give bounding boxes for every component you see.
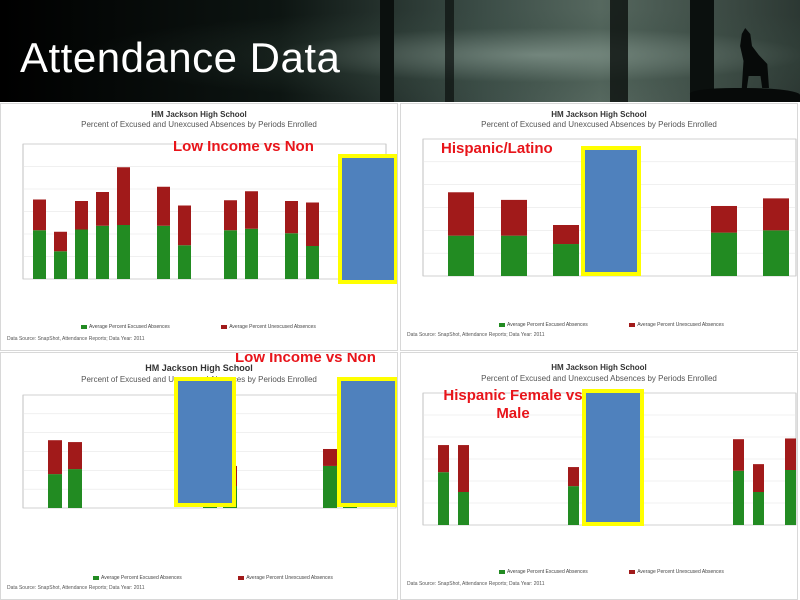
- chart-school-title: HM Jackson High School: [551, 363, 647, 372]
- bar-excused: [501, 235, 527, 276]
- bar-excused: [711, 232, 737, 276]
- bar-unexcused: [117, 167, 130, 225]
- bar-excused: [157, 225, 170, 279]
- bar-unexcused: [323, 448, 337, 466]
- bar-unexcused: [48, 440, 62, 475]
- bar-unexcused: [157, 186, 170, 226]
- chart-subtitle: Percent of Excused and Unexcused Absence…: [481, 120, 717, 129]
- chart-panel-bottom-right: HM Jackson High School Percent of Excuse…: [400, 352, 798, 600]
- chart-panel-top-right: HM Jackson High School Percent of Excuse…: [400, 103, 798, 351]
- forest-tree: [690, 0, 714, 102]
- highlight-box: [581, 146, 641, 276]
- bar-excused: [68, 469, 82, 508]
- bar-excused: [224, 230, 237, 279]
- bar-unexcused: [75, 201, 88, 230]
- chart-school-title: HM Jackson High School: [151, 110, 247, 119]
- bar-unexcused: [448, 192, 474, 236]
- bar-excused: [245, 228, 258, 279]
- bar-unexcused: [68, 442, 82, 470]
- chart-legend: Average Percent Excused Absences Average…: [499, 322, 724, 328]
- legend-item-unexcused: Average Percent Unexcused Absences: [629, 569, 724, 575]
- legend-item-excused: Average Percent Excused Absences: [81, 324, 170, 330]
- legend-item-unexcused: Average Percent Unexcused Absences: [629, 322, 724, 328]
- bar-unexcused: [224, 200, 237, 231]
- chart-subtitle: Percent of Excused and Unexcused Absence…: [481, 374, 717, 383]
- rock-outcrop: [690, 88, 800, 102]
- chart-footnote: Data Source: SnapShot, Attendance Report…: [7, 336, 145, 342]
- page-title: Attendance Data: [20, 34, 341, 81]
- chart-legend: Average Percent Excused Absences Average…: [93, 575, 333, 581]
- legend-item-excused: Average Percent Excused Absences: [93, 575, 182, 581]
- chart-subtitle: Percent of Excused and Unexcused Absence…: [81, 120, 317, 129]
- bar-unexcused: [458, 445, 469, 492]
- chart-footnote: Data Source: SnapShot, Attendance Report…: [407, 581, 545, 587]
- bar-unexcused: [553, 225, 579, 245]
- highlight-box: [174, 377, 236, 507]
- bar-excused: [733, 470, 744, 525]
- bar-excused: [48, 474, 62, 508]
- chart-panel-top-left: HM Jackson High School Percent of Excuse…: [0, 103, 398, 351]
- chart-legend: Average Percent Excused Absences Average…: [81, 324, 316, 330]
- chart-school-title: HM Jackson High School: [551, 110, 647, 119]
- bar-excused: [96, 225, 109, 279]
- bar-excused: [306, 246, 319, 279]
- highlight-label: Hispanic Female vs Male: [443, 387, 583, 422]
- bar-excused: [54, 251, 67, 279]
- bar-unexcused: [178, 205, 191, 246]
- highlight-box: [338, 154, 397, 284]
- highlight-label: Hispanic/Latino: [441, 140, 553, 157]
- highlight-label: Low Income vs Non: [235, 352, 376, 366]
- bar-unexcused: [96, 192, 109, 226]
- bar-excused: [117, 225, 130, 279]
- bar-unexcused: [733, 439, 744, 471]
- bar-unexcused: [33, 199, 46, 231]
- bar-excused: [285, 233, 298, 279]
- bar-excused: [753, 492, 764, 525]
- highlight-box: [337, 377, 397, 507]
- forest-tree: [610, 0, 628, 102]
- bar-unexcused: [568, 467, 579, 487]
- bar-excused: [33, 230, 46, 279]
- bar-unexcused: [245, 191, 258, 229]
- bar-unexcused: [54, 231, 67, 252]
- bar-unexcused: [501, 199, 527, 236]
- bar-unexcused: [753, 464, 764, 492]
- legend-item-excused: Average Percent Excused Absences: [499, 322, 588, 328]
- bar-unexcused: [438, 445, 449, 473]
- chart-school-title: HM Jackson High School: [145, 363, 253, 373]
- bar-chart: [422, 138, 797, 277]
- bar-excused: [438, 472, 449, 525]
- bar-excused: [763, 230, 789, 276]
- bar-unexcused: [763, 198, 789, 231]
- legend-item-unexcused: Average Percent Unexcused Absences: [221, 324, 316, 330]
- bar-chart: [22, 143, 387, 280]
- bar-excused: [553, 244, 579, 276]
- forest-tree: [445, 0, 454, 102]
- forest-tree: [380, 0, 394, 102]
- bar-excused: [75, 229, 88, 279]
- bar-unexcused: [306, 202, 319, 246]
- howling-wolf-silhouette: [740, 28, 769, 88]
- bar-unexcused: [711, 205, 737, 233]
- bar-excused: [568, 486, 579, 525]
- bar-unexcused: [285, 201, 298, 234]
- bar-unexcused: [785, 438, 796, 470]
- bar-excused: [458, 492, 469, 525]
- highlight-label: Low Income vs Non: [173, 138, 314, 155]
- chart-footnote: Data Source: SnapShot, Attendance Report…: [7, 585, 145, 591]
- bar-excused: [178, 245, 191, 279]
- bar-excused: [785, 470, 796, 525]
- header-banner: Attendance Data: [0, 0, 800, 102]
- legend-item-excused: Average Percent Excused Absences: [499, 569, 588, 575]
- chart-legend: Average Percent Excused Absences Average…: [499, 569, 724, 575]
- bar-excused: [448, 235, 474, 276]
- bar-excused: [323, 465, 337, 508]
- legend-item-unexcused: Average Percent Unexcused Absences: [238, 575, 333, 581]
- chart-panel-bottom-left: HM Jackson High School Percent of Excuse…: [0, 352, 398, 600]
- highlight-box: [582, 389, 644, 526]
- chart-footnote: Data Source: SnapShot, Attendance Report…: [407, 332, 545, 338]
